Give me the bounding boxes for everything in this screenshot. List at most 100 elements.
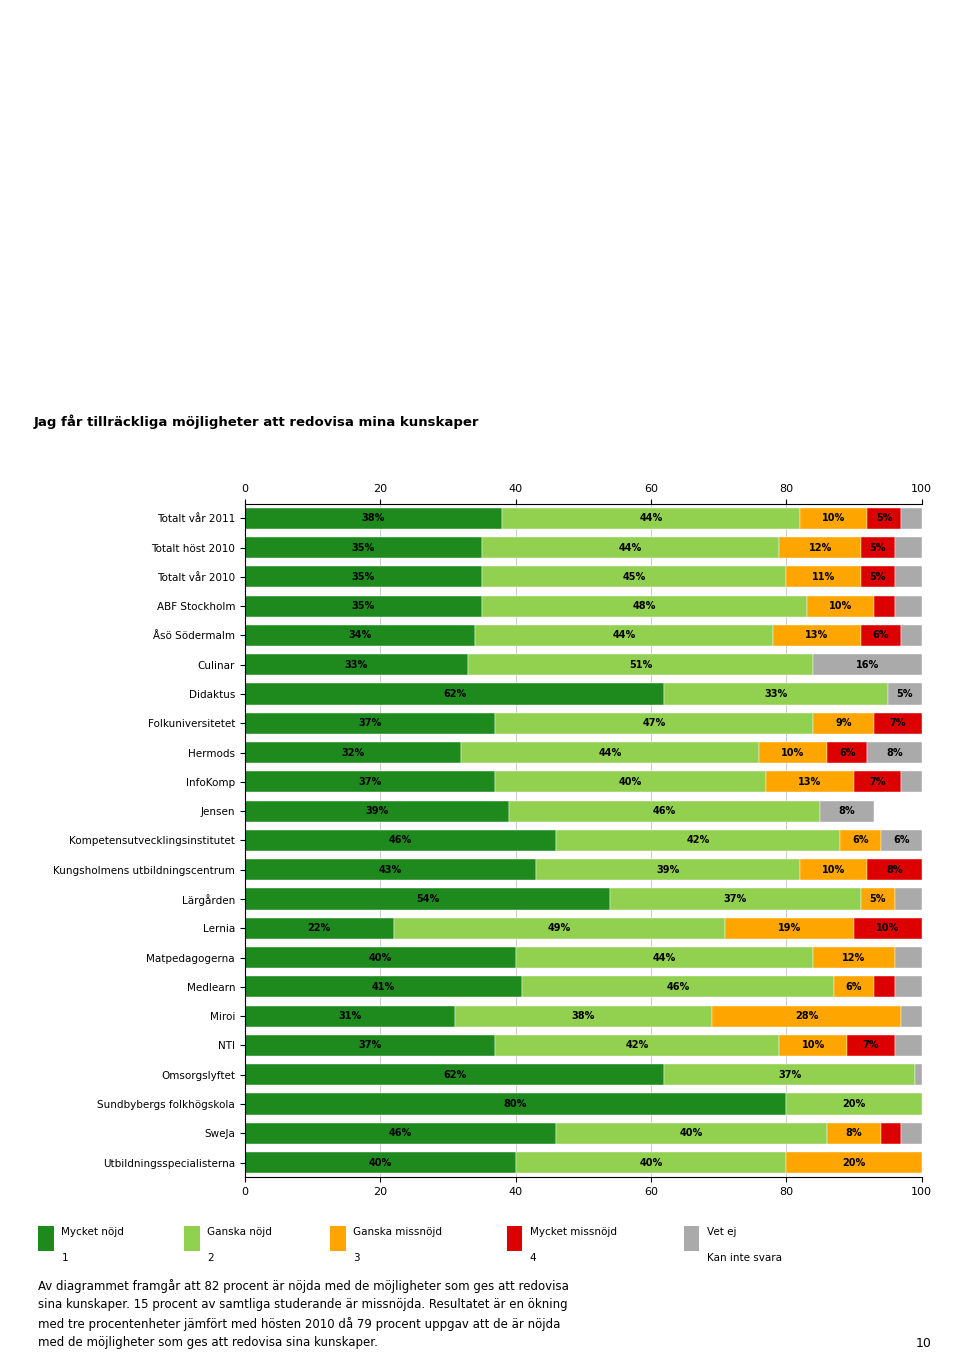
Bar xyxy=(854,772,901,792)
Bar xyxy=(895,1034,922,1056)
Text: 44%: 44% xyxy=(639,513,662,523)
Bar xyxy=(482,566,786,588)
Text: Vet ej: Vet ej xyxy=(707,1228,736,1237)
Text: 40%: 40% xyxy=(639,1158,662,1168)
Text: 34%: 34% xyxy=(348,630,372,641)
Bar xyxy=(827,742,868,764)
Bar xyxy=(522,976,833,998)
Text: 54%: 54% xyxy=(416,894,439,904)
Bar xyxy=(868,508,901,529)
Bar xyxy=(468,655,813,675)
Bar xyxy=(820,800,875,822)
Text: 8%: 8% xyxy=(886,747,902,758)
Text: 62%: 62% xyxy=(443,689,467,700)
Bar xyxy=(766,772,854,792)
Text: 38%: 38% xyxy=(571,1011,595,1021)
Text: 37%: 37% xyxy=(358,1040,382,1051)
Bar xyxy=(462,742,759,764)
Text: 51%: 51% xyxy=(629,660,653,670)
Text: 62%: 62% xyxy=(443,1070,467,1079)
Text: 40%: 40% xyxy=(680,1128,703,1138)
Text: Ganska nöjd: Ganska nöjd xyxy=(207,1228,273,1237)
Bar xyxy=(800,859,868,881)
Bar xyxy=(895,889,922,909)
Text: 19%: 19% xyxy=(778,923,802,934)
Bar xyxy=(245,655,468,675)
Bar xyxy=(827,1123,881,1143)
Text: 35%: 35% xyxy=(351,572,374,581)
Bar xyxy=(394,917,726,939)
Text: 8%: 8% xyxy=(846,1128,862,1138)
Bar xyxy=(245,1093,786,1115)
Text: 6%: 6% xyxy=(839,747,855,758)
Bar xyxy=(455,1006,711,1026)
Bar xyxy=(800,508,868,529)
Text: 44%: 44% xyxy=(653,953,676,962)
Bar xyxy=(780,1034,847,1056)
Text: 37%: 37% xyxy=(778,1070,802,1079)
Text: 1: 1 xyxy=(61,1253,68,1263)
Bar xyxy=(245,1123,556,1143)
Bar xyxy=(861,538,895,558)
Text: Av diagrammet framgår att 82 procent är nöjda med de möjligheter som ges att red: Av diagrammet framgår att 82 procent är … xyxy=(38,1279,569,1349)
Bar xyxy=(847,1034,895,1056)
Text: 8%: 8% xyxy=(839,806,855,817)
Bar xyxy=(875,976,895,998)
Text: 32%: 32% xyxy=(342,747,365,758)
Bar xyxy=(245,1064,664,1085)
Text: 12%: 12% xyxy=(842,953,866,962)
Bar xyxy=(895,596,922,617)
Text: 28%: 28% xyxy=(795,1011,818,1021)
Text: 43%: 43% xyxy=(378,864,402,875)
Bar xyxy=(245,976,522,998)
Text: 40%: 40% xyxy=(369,953,392,962)
Bar xyxy=(786,1151,922,1173)
Bar xyxy=(840,830,881,851)
Text: 20%: 20% xyxy=(842,1158,866,1168)
Text: 10%: 10% xyxy=(802,1040,825,1051)
Bar xyxy=(901,625,922,646)
Text: 40%: 40% xyxy=(369,1158,392,1168)
Bar xyxy=(495,772,766,792)
Text: 37%: 37% xyxy=(724,894,747,904)
Bar xyxy=(901,1123,922,1143)
Bar xyxy=(516,947,813,968)
Text: 7%: 7% xyxy=(890,719,906,728)
Text: 7%: 7% xyxy=(863,1040,879,1051)
Text: 10: 10 xyxy=(915,1337,931,1350)
Text: 12%: 12% xyxy=(808,543,831,553)
Bar xyxy=(664,1064,915,1085)
Text: 5%: 5% xyxy=(876,513,893,523)
Text: 6%: 6% xyxy=(846,981,862,992)
Bar xyxy=(245,1006,455,1026)
Bar xyxy=(502,508,800,529)
Bar xyxy=(861,889,895,909)
Bar xyxy=(861,566,895,588)
Text: 38%: 38% xyxy=(362,513,385,523)
Text: 11%: 11% xyxy=(812,572,835,581)
Text: 20%: 20% xyxy=(842,1100,866,1109)
Text: 6%: 6% xyxy=(893,836,909,845)
Text: 13%: 13% xyxy=(799,777,822,787)
Text: 22%: 22% xyxy=(307,923,331,934)
Bar xyxy=(245,538,482,558)
Bar xyxy=(495,713,813,734)
Text: 35%: 35% xyxy=(351,543,374,553)
Text: 42%: 42% xyxy=(626,1040,649,1051)
Bar xyxy=(868,742,922,764)
Text: 16%: 16% xyxy=(855,660,879,670)
Bar xyxy=(556,1123,827,1143)
Text: 5%: 5% xyxy=(870,894,886,904)
Text: 4: 4 xyxy=(530,1253,537,1263)
Text: 7%: 7% xyxy=(870,777,886,787)
Bar xyxy=(245,625,475,646)
Text: 46%: 46% xyxy=(653,806,676,817)
Bar xyxy=(868,859,922,881)
Bar xyxy=(664,683,888,705)
Bar xyxy=(806,596,875,617)
Bar xyxy=(875,713,922,734)
Bar xyxy=(901,1006,922,1026)
Bar xyxy=(245,917,394,939)
Bar xyxy=(901,508,922,529)
Bar xyxy=(245,742,462,764)
